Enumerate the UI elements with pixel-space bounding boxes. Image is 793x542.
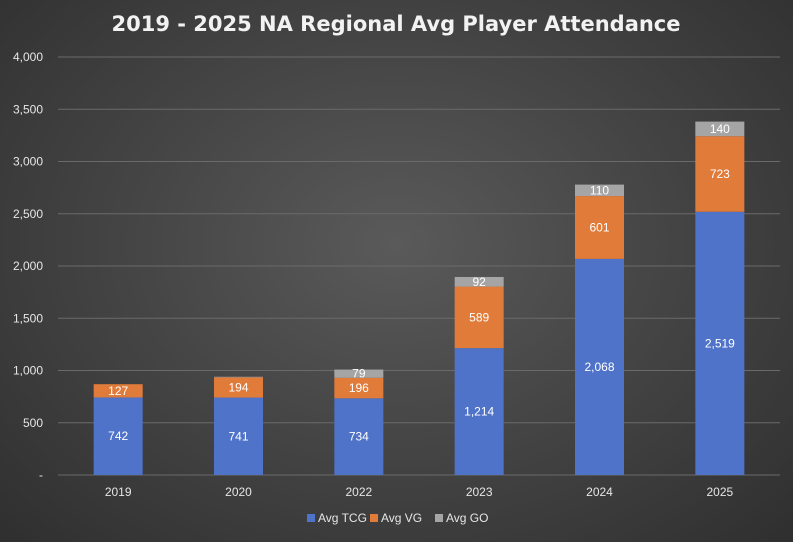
bar-2019-avg-tcg <box>93 397 143 475</box>
y-tick-label-3500: 3,500 <box>13 102 43 116</box>
legend-swatch-avg-vg <box>370 514 378 522</box>
bar-2020-avg-tcg <box>214 397 263 475</box>
bar-2024-avg-tcg <box>575 258 624 475</box>
data-label-2022-avg-vg: 196 <box>349 381 369 395</box>
data-label-2025-avg-tcg: 2,519 <box>705 336 735 350</box>
legend-label-avg-tcg: Avg TCG <box>318 511 367 525</box>
bar-2023-avg-vg <box>454 286 504 349</box>
x-tick-label-2020: 2020 <box>225 485 252 499</box>
bar-2025-avg-go <box>695 121 745 137</box>
gridlines <box>58 56 780 476</box>
data-label-2025-avg-vg: 723 <box>710 167 730 181</box>
data-label-2024-avg-go: 110 <box>590 183 609 197</box>
y-tick-label-0: - <box>39 468 43 482</box>
data-label-2023-avg-go: 92 <box>472 275 486 289</box>
x-tick-label-2024: 2024 <box>586 485 613 499</box>
data-label-2020-avg-vg: 194 <box>228 380 248 394</box>
data-label-2024-avg-tcg: 2,068 <box>584 360 614 374</box>
bar-2019-avg-vg <box>93 384 143 398</box>
legend-label-avg-go: Avg GO <box>446 511 488 525</box>
y-tick-label-1500: 1,500 <box>13 311 43 325</box>
bar-2025-avg-vg <box>695 136 745 212</box>
data-label-2022-avg-go: 79 <box>352 367 366 381</box>
x-axis: 2019 2020 2022 2023 2024 2025 <box>105 485 734 499</box>
legend-swatch-avg-go <box>435 514 443 522</box>
x-tick-label-2023: 2023 <box>466 485 493 499</box>
legend-label-avg-vg: Avg VG <box>381 511 422 525</box>
y-tick-label-4000: 4,000 <box>13 50 43 64</box>
x-tick-label-2019: 2019 <box>105 485 132 499</box>
data-label-2023-avg-tcg: 1,214 <box>464 405 494 419</box>
bar-2020-avg-go <box>214 376 263 378</box>
data-label-2020-avg-tcg: 741 <box>228 429 248 443</box>
data-label-2019-avg-vg: 127 <box>108 384 128 398</box>
bar-2024-avg-vg <box>575 196 624 259</box>
data-label-2024-avg-vg: 601 <box>589 220 609 234</box>
bar-2023-avg-tcg <box>454 348 504 475</box>
bar-2020-avg-vg <box>214 377 263 398</box>
data-label-2023-avg-vg: 589 <box>469 310 489 324</box>
bar-2022-avg-tcg <box>334 398 384 475</box>
y-tick-label-1000: 1,000 <box>13 364 43 378</box>
x-tick-label-2025: 2025 <box>706 485 733 499</box>
bars <box>93 121 745 475</box>
legend-swatch-avg-tcg <box>307 514 315 522</box>
legend: Avg TCG Avg VG Avg GO <box>307 511 488 525</box>
bar-2024-avg-go <box>575 184 624 197</box>
bar-2023-avg-go <box>454 276 504 287</box>
y-tick-label-2000: 2,000 <box>13 259 43 273</box>
bar-2025-avg-tcg <box>695 211 745 475</box>
data-label-2025-avg-go: 140 <box>710 122 730 136</box>
y-tick-label-500: 500 <box>23 416 43 430</box>
data-label-2019-avg-tcg: 742 <box>108 429 128 443</box>
y-axis: - 500 1,000 1,500 2,000 2,500 3,000 3,500 4,000 <box>13 50 43 482</box>
bar-2022-avg-vg <box>334 377 384 399</box>
bar-2022-avg-go <box>334 369 384 378</box>
chart-title: 2019 - 2025 NA Regional Avg Player Atten… <box>112 12 681 36</box>
x-tick-label-2022: 2022 <box>345 485 372 499</box>
y-tick-label-3000: 3,000 <box>13 155 43 169</box>
data-label-2022-avg-tcg: 734 <box>349 430 369 444</box>
y-tick-label-2500: 2,500 <box>13 207 43 221</box>
